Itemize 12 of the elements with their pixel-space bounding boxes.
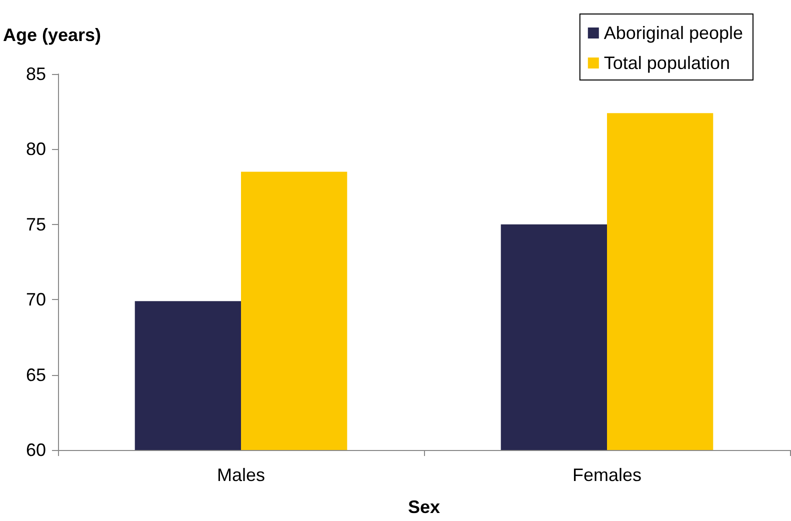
legend-label: Aboriginal people [604,23,744,43]
y-axis-title: Age (years) [3,25,102,45]
x-tick-label: Females [572,465,642,485]
x-axis-title: Sex [408,497,440,517]
y-tick-label: 65 [26,364,46,385]
legend-label: Total population [604,53,730,73]
y-tick-label: 70 [26,290,46,310]
y-tick-label: 80 [26,139,46,160]
y-tick-label: 60 [26,440,46,460]
x-tick-label: Males [216,465,266,485]
y-tick-label: 75 [26,214,46,234]
y-tick-label: 85 [26,64,46,84]
